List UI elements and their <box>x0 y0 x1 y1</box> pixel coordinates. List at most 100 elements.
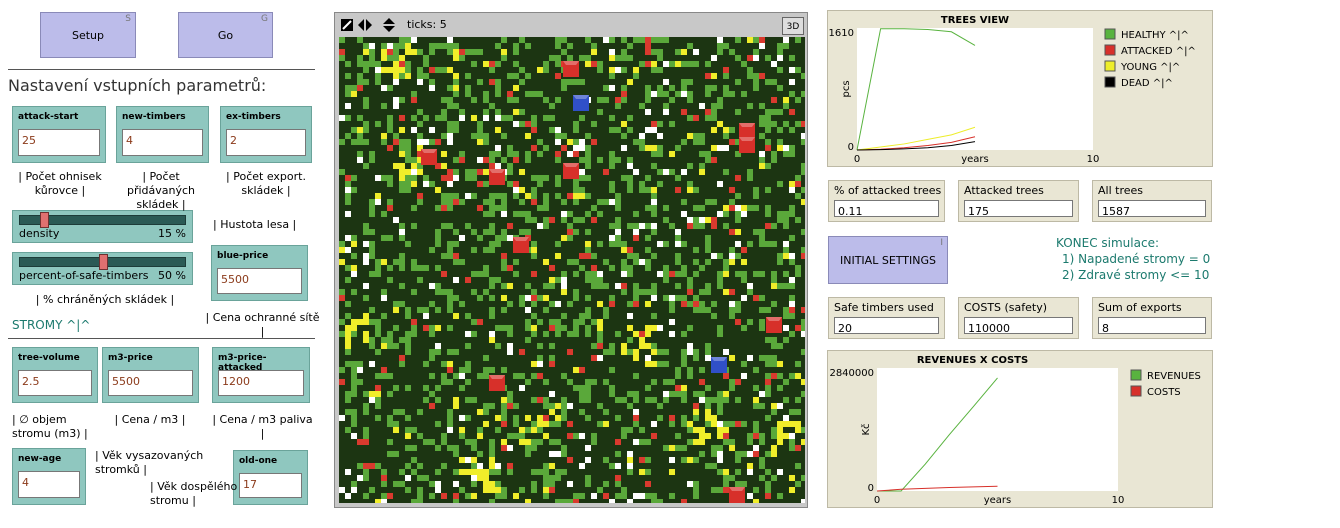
monitor: Safe timbers used 20 <box>828 297 945 339</box>
note-line: | Cena / m3 | <box>114 413 186 426</box>
slider-handle[interactable] <box>40 212 49 228</box>
input-field[interactable]: 4 <box>18 471 80 498</box>
button-3d[interactable]: 3D <box>782 17 804 35</box>
input-field[interactable]: 5500 <box>217 268 302 294</box>
monitor-value: 1587 <box>1098 200 1206 218</box>
monitor-label: COSTS (safety) <box>964 301 1048 314</box>
legend-label: HEALTHY ^|^ <box>1121 30 1189 41</box>
x-tick-label: 10 <box>1087 154 1100 165</box>
monitor-label: Attacked trees <box>964 184 1044 197</box>
legend-label: ATTACKED ^|^ <box>1121 46 1196 57</box>
button[interactable]: Setup S <box>40 12 136 58</box>
turtle-shade <box>489 169 505 173</box>
note-line: kůrovce | <box>34 184 86 197</box>
input-box: m3-price 5500 <box>102 347 199 403</box>
input-field[interactable]: 2 <box>226 129 306 156</box>
turtle-shade <box>729 487 745 491</box>
slider[interactable]: percent-of-safe-timbers 50 % <box>12 252 193 285</box>
turtle <box>489 169 505 185</box>
input-box: m3-price-attacked 1200 <box>212 347 310 403</box>
input-field[interactable]: 2.5 <box>18 370 92 396</box>
turtle-shade <box>563 61 579 65</box>
input-field[interactable]: 4 <box>122 129 203 156</box>
button[interactable]: Go G <box>178 12 273 58</box>
plot-area <box>877 368 1118 491</box>
button-key: G <box>261 14 268 24</box>
input-box: attack-start 25 <box>12 106 106 163</box>
turtle-shade <box>766 317 782 321</box>
turtle-body <box>421 149 437 165</box>
note-line: stromu | <box>150 494 196 507</box>
turtle-shade <box>573 95 589 99</box>
input-box: new-timbers 4 <box>116 106 209 163</box>
legend-label: COSTS <box>1147 387 1181 398</box>
turtle-shade <box>711 357 727 361</box>
input-label: ex-timbers <box>226 112 281 122</box>
legend-swatch <box>1130 385 1142 397</box>
turtle-shade <box>513 237 529 241</box>
legend-swatch <box>1104 28 1116 40</box>
legend-label: REVENUES <box>1147 371 1201 382</box>
button-label: Setup <box>71 28 105 42</box>
y-tick-label: 2840000 <box>829 368 874 379</box>
slider-handle[interactable] <box>99 254 108 270</box>
turtle-body <box>739 123 755 139</box>
slider-value: 15 % <box>158 227 186 240</box>
section-heading: Nastavení vstupních parametrů: <box>8 76 267 95</box>
input-field[interactable]: 5500 <box>108 370 193 396</box>
note-line: | Cena ochranné sítě | <box>205 311 320 338</box>
plot-title: TREES VIEW <box>941 15 1009 26</box>
input-field[interactable]: 1200 <box>218 370 304 396</box>
patches <box>339 37 805 503</box>
icon[interactable] <box>383 18 395 32</box>
note: | Cena / m3 paliva | <box>210 413 315 441</box>
input-label: old-one <box>239 456 278 466</box>
legend-swatch <box>1104 60 1116 72</box>
button-key: S <box>125 14 131 24</box>
monitor: COSTS (safety) 110000 <box>958 297 1079 339</box>
section-heading: STROMY ^|^ <box>12 318 91 332</box>
slider[interactable]: density 15 % <box>12 210 193 243</box>
note-line: | Počet přidávaných <box>126 170 196 197</box>
plot: TREES VIEW 0 1610 0 10 years pcs HEALTHY ^|^ ATT… <box>827 10 1213 167</box>
note-line: | % chráněných skládek | <box>35 293 175 306</box>
input-field[interactable]: 17 <box>239 473 302 498</box>
plot-line <box>856 28 976 151</box>
note-line: | ∅ objem <box>12 413 67 426</box>
button-label: Go <box>217 28 234 42</box>
x-axis-label: years <box>984 495 1012 506</box>
view-controls[interactable] <box>340 16 400 36</box>
end-condition: 1) Napadené stromy = 0 <box>1062 252 1211 266</box>
input-label: tree-volume <box>18 353 80 363</box>
plot-area <box>857 28 1093 150</box>
input-box: old-one 17 <box>233 450 308 505</box>
monitor-label: All trees <box>1098 184 1143 197</box>
y-tick-label: 0 <box>848 142 854 153</box>
x-axis-label: years <box>961 154 989 165</box>
plot-line <box>856 141 976 151</box>
monitor-value: 175 <box>964 200 1073 218</box>
monitor: % of attacked trees 0.11 <box>828 180 945 222</box>
input-label: m3-price-attacked <box>218 353 267 373</box>
input-label: m3-price <box>108 353 153 363</box>
note-line: | Věk vysazovaných <box>95 449 204 462</box>
turtle-body <box>563 61 579 77</box>
turtle <box>489 375 505 391</box>
patches <box>339 37 805 503</box>
input-label: new-age <box>18 454 62 464</box>
button[interactable]: INITIAL SETTINGS I <box>828 236 948 284</box>
turtle-body <box>573 95 589 111</box>
turtle <box>729 487 745 503</box>
x-tick-label: 10 <box>1112 495 1125 506</box>
note-line: skládek | <box>241 184 291 197</box>
monitor-value: 20 <box>834 317 939 335</box>
plot-line <box>876 485 998 492</box>
input-field[interactable]: 25 <box>18 129 100 156</box>
note-line: stromků | <box>95 463 147 476</box>
icon[interactable] <box>358 19 372 31</box>
turtle-shade <box>563 163 579 167</box>
note: | ∅ objem stromu (m3) | <box>12 413 88 441</box>
turtle-shade <box>739 137 755 141</box>
slider-label: density <box>19 227 60 240</box>
slider-track <box>19 215 186 225</box>
